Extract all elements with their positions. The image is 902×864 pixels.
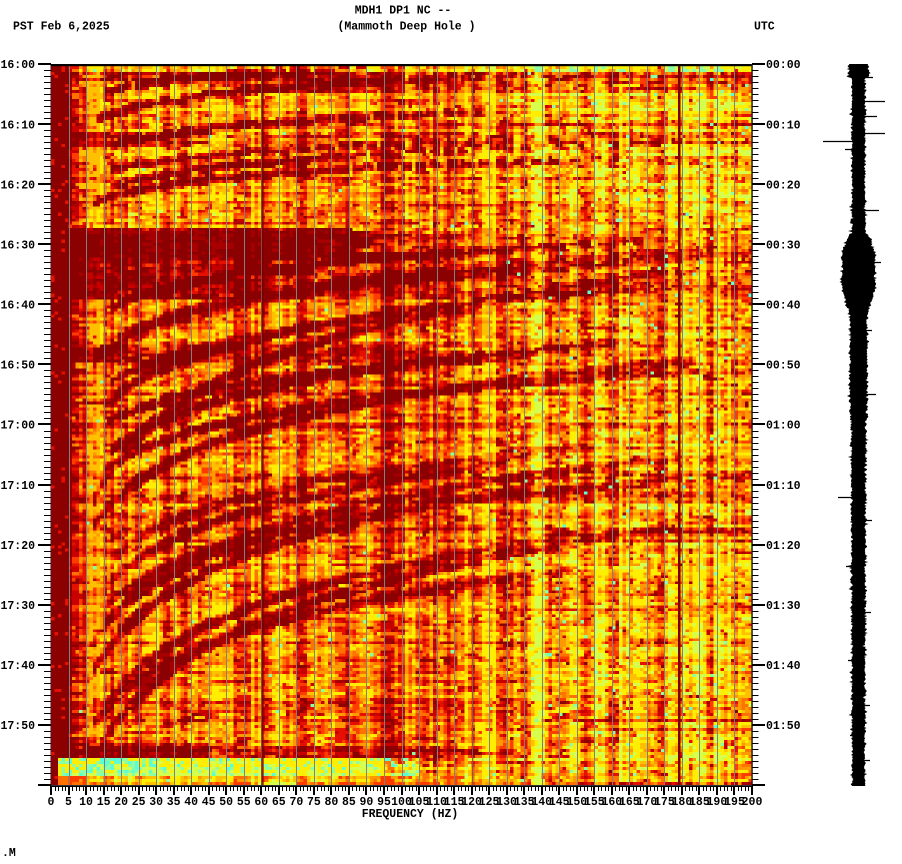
svg-text:16:10: 16:10 (0, 119, 35, 132)
svg-text:105: 105 (409, 796, 430, 809)
svg-text:20: 20 (114, 796, 128, 809)
svg-text:50: 50 (219, 796, 233, 809)
svg-text:135: 135 (514, 796, 535, 809)
svg-text:17:50: 17:50 (0, 720, 35, 733)
svg-text:17:00: 17:00 (0, 420, 35, 433)
svg-text:00:40: 00:40 (766, 300, 801, 313)
svg-text:180: 180 (672, 796, 693, 809)
svg-text:01:30: 01:30 (766, 600, 801, 613)
svg-text:120: 120 (461, 796, 482, 809)
svg-text:00:10: 00:10 (766, 119, 801, 132)
svg-text:175: 175 (654, 796, 675, 809)
svg-text:16:30: 16:30 (0, 239, 35, 252)
svg-text:70: 70 (289, 796, 303, 809)
svg-text:10: 10 (79, 796, 93, 809)
svg-text:80: 80 (324, 796, 338, 809)
svg-text:0: 0 (48, 796, 55, 809)
svg-text:16:50: 16:50 (0, 360, 35, 373)
svg-text:35: 35 (167, 796, 181, 809)
svg-text:200: 200 (742, 796, 763, 809)
svg-text:95: 95 (377, 796, 391, 809)
svg-text:110: 110 (426, 796, 447, 809)
svg-text:01:00: 01:00 (766, 420, 801, 433)
svg-text:00:30: 00:30 (766, 239, 801, 252)
svg-text:16:40: 16:40 (0, 300, 35, 313)
svg-text:115: 115 (444, 796, 465, 809)
svg-text:190: 190 (707, 796, 728, 809)
svg-text:170: 170 (637, 796, 658, 809)
svg-text:130: 130 (496, 796, 517, 809)
svg-text:65: 65 (272, 796, 286, 809)
svg-text:00:50: 00:50 (766, 360, 801, 373)
svg-text:UTC: UTC (754, 21, 775, 34)
svg-text:25: 25 (132, 796, 146, 809)
svg-text:195: 195 (724, 796, 745, 809)
svg-text:01:50: 01:50 (766, 720, 801, 733)
svg-text:17:10: 17:10 (0, 480, 35, 493)
svg-text:100: 100 (391, 796, 412, 809)
svg-text:17:20: 17:20 (0, 540, 35, 553)
svg-text:85: 85 (342, 796, 356, 809)
svg-text:160: 160 (601, 796, 622, 809)
svg-text:40: 40 (184, 796, 198, 809)
svg-text:01:40: 01:40 (766, 660, 801, 673)
svg-text:75: 75 (307, 796, 321, 809)
svg-text:5: 5 (65, 796, 72, 809)
svg-text:(Mammoth Deep Hole ): (Mammoth Deep Hole ) (337, 21, 475, 34)
svg-text:MDH1 DP1 NC --: MDH1 DP1 NC -- (355, 5, 452, 18)
svg-text:140: 140 (531, 796, 552, 809)
svg-text:PST Feb 6,2025: PST Feb 6,2025 (13, 21, 110, 34)
svg-text:17:40: 17:40 (0, 660, 35, 673)
svg-text:30: 30 (149, 796, 163, 809)
svg-text:00:20: 00:20 (766, 179, 801, 192)
svg-text:01:10: 01:10 (766, 480, 801, 493)
svg-text:90: 90 (359, 796, 373, 809)
svg-text:155: 155 (584, 796, 605, 809)
svg-text:60: 60 (254, 796, 268, 809)
svg-text:FREQUENCY (HZ): FREQUENCY (HZ) (362, 808, 459, 821)
svg-text:125: 125 (479, 796, 500, 809)
svg-text:15: 15 (97, 796, 111, 809)
svg-text:17:30: 17:30 (0, 600, 35, 613)
svg-text:01:20: 01:20 (766, 540, 801, 553)
svg-text:150: 150 (566, 796, 587, 809)
svg-text:165: 165 (619, 796, 640, 809)
svg-text:16:20: 16:20 (0, 179, 35, 192)
svg-text:00:00: 00:00 (766, 59, 801, 72)
svg-text:45: 45 (202, 796, 216, 809)
svg-text:55: 55 (237, 796, 251, 809)
svg-text:185: 185 (689, 796, 710, 809)
svg-text:16:00: 16:00 (0, 59, 35, 72)
svg-text:.M: .M (2, 847, 16, 860)
svg-text:145: 145 (549, 796, 570, 809)
